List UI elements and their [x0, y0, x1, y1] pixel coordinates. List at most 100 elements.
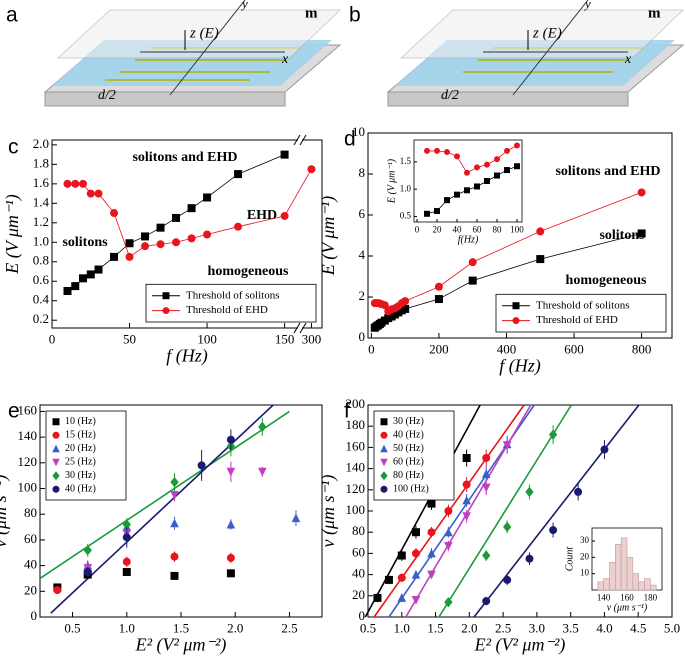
fit-line [405, 404, 532, 618]
point [234, 222, 243, 231]
point [411, 596, 421, 605]
point [125, 239, 134, 248]
point [482, 597, 491, 606]
axis-break-mark [299, 322, 307, 334]
point [444, 197, 450, 204]
x-tick-label: 0 [49, 331, 56, 346]
point [444, 596, 453, 608]
point [411, 569, 421, 579]
legend-label: Threshold of solitons [536, 299, 630, 311]
legend-label: Threshold of EHD [186, 304, 268, 316]
legend-label: Threshold of solitons [186, 289, 280, 301]
axis-break-mark [299, 134, 307, 146]
point [125, 252, 134, 261]
point [291, 513, 301, 523]
vector-m: m [648, 5, 661, 21]
y-tick-label: 80 [352, 523, 365, 538]
x-tick-label: 800 [632, 341, 652, 356]
y-axis-label: E (V μm⁻¹) [2, 194, 23, 275]
legend-marker [380, 418, 388, 426]
point [203, 230, 212, 239]
point [434, 208, 440, 215]
legend-marker [380, 458, 388, 467]
y-axis-label: v (μm s⁻¹) [318, 475, 339, 548]
point [444, 149, 450, 156]
legend-marker [162, 292, 170, 300]
point [94, 189, 103, 198]
point [536, 255, 545, 264]
x-axis-label: f (Hz) [499, 355, 541, 376]
point [187, 204, 196, 213]
point [280, 150, 289, 159]
y-tick-label: 1.5 [400, 156, 412, 166]
point [187, 234, 196, 243]
legend-label: 20 (Hz) [65, 443, 96, 454]
y-tick-label: 0 [359, 608, 366, 623]
point [203, 193, 212, 202]
histogram-bar [597, 581, 604, 591]
legend-label: 15 (Hz) [65, 430, 96, 441]
point [514, 163, 520, 170]
y-axis-label: E (V μm⁻¹) [386, 158, 397, 204]
y-axis-label: Count [564, 547, 575, 572]
fit-line [364, 404, 481, 618]
y-tick-label: 1.4 [33, 194, 50, 209]
x-tick-label: 0.5 [64, 620, 80, 635]
x-tick-label: 1.5 [173, 620, 189, 635]
y-tick-label: 2 [359, 288, 366, 303]
point [110, 209, 119, 218]
x-tick-label: 1.5 [427, 620, 443, 635]
legend-marker [52, 471, 60, 481]
point [468, 258, 477, 267]
x-tick-label: 400 [497, 341, 517, 356]
point [401, 304, 410, 313]
axis-x: x [624, 52, 632, 67]
point [156, 223, 165, 232]
fit-line [473, 404, 640, 618]
annotation: solitons [62, 235, 108, 250]
point [503, 575, 512, 584]
point [434, 295, 443, 304]
point [380, 301, 389, 310]
axis-break-gap [298, 326, 302, 330]
point [122, 557, 131, 566]
x-tick-label: 180 [644, 593, 658, 603]
point [71, 179, 80, 188]
point [549, 526, 558, 535]
point [503, 521, 512, 533]
histogram-bar [644, 578, 651, 591]
y-tick-label: 200 [346, 396, 366, 411]
y-tick-label: 0.6 [33, 272, 50, 287]
point [464, 187, 470, 194]
x-tick-label: 140 [597, 593, 611, 603]
x-tick-label: 40 [453, 225, 463, 235]
axis-y: y [240, 0, 248, 11]
x-tick-label: 4.0 [596, 620, 612, 635]
legend-marker [52, 431, 60, 439]
point [462, 512, 471, 521]
point [427, 570, 436, 580]
y-tick-label: 20 [24, 582, 37, 597]
histogram-bar [632, 573, 639, 591]
x-tick-label: 0 [415, 225, 420, 235]
point [94, 265, 103, 274]
point [226, 569, 235, 578]
point [468, 276, 477, 285]
y-tick-label: 4 [359, 247, 366, 262]
legend-marker [380, 431, 388, 439]
top-plate [399, 9, 685, 59]
plate-edge [44, 91, 286, 107]
legend-label: 30 (Hz) [65, 470, 96, 481]
histogram-bar [626, 557, 634, 591]
legend-box [373, 410, 455, 501]
x-axis-label: f(Hz) [458, 234, 479, 245]
point [484, 161, 490, 168]
point [504, 167, 510, 174]
legend-marker [380, 444, 388, 453]
histogram-bar [650, 584, 657, 591]
point [444, 527, 453, 537]
axis-break-mark [293, 134, 301, 146]
point [63, 286, 72, 295]
point [637, 188, 646, 197]
